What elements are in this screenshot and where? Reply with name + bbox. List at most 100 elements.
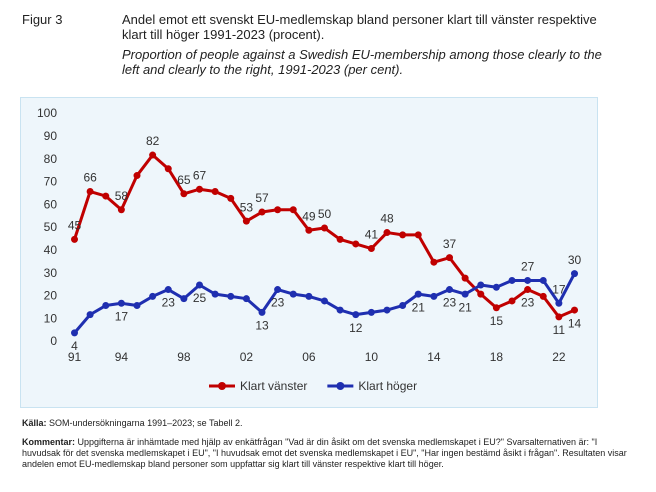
point <box>414 290 422 298</box>
point <box>242 217 250 225</box>
point <box>71 329 78 337</box>
data-label: 58 <box>115 189 129 203</box>
data-label: 53 <box>240 200 254 214</box>
data-label: 37 <box>443 237 457 251</box>
point <box>399 231 407 239</box>
point <box>196 281 203 289</box>
data-label: 4 <box>71 339 78 353</box>
data-label: 15 <box>490 314 504 328</box>
point <box>274 286 282 294</box>
source: Källa: SOM-undersökningarna 1991–2023; s… <box>22 418 243 428</box>
point <box>86 188 94 196</box>
data-label: 21 <box>412 300 426 314</box>
title: Andel emot ett svenskt EU-medlemskap bla… <box>122 12 597 42</box>
point <box>383 306 391 314</box>
point <box>102 192 110 200</box>
y-tick-label: 80 <box>44 152 58 166</box>
x-tick-label: 18 <box>490 350 504 364</box>
x-tick-label: 98 <box>177 350 191 364</box>
point <box>164 165 172 173</box>
point <box>102 302 110 310</box>
point <box>508 297 516 305</box>
y-tick-label: 60 <box>44 197 58 211</box>
legend-label: Klart vänster <box>240 379 307 393</box>
point <box>383 229 391 237</box>
point <box>274 206 282 214</box>
point <box>71 235 78 243</box>
line <box>73 153 576 319</box>
point <box>117 206 125 214</box>
point <box>227 194 235 202</box>
point <box>524 276 532 284</box>
point <box>492 283 500 291</box>
comment: Kommentar: Uppgifterna är inhämtade med … <box>22 437 634 470</box>
point <box>446 254 453 262</box>
data-label: 17 <box>552 282 566 296</box>
y-tick-label: 40 <box>44 243 58 257</box>
data-label: 30 <box>568 253 582 267</box>
data-label: 17 <box>115 309 129 323</box>
data-label: 50 <box>318 207 332 221</box>
data-label: 23 <box>271 296 285 310</box>
point <box>399 302 407 310</box>
point <box>492 304 500 312</box>
y-tick-label: 0 <box>50 334 57 348</box>
data-label: 12 <box>349 321 363 335</box>
y-tick-label: 50 <box>44 220 58 234</box>
point <box>508 276 516 284</box>
point <box>336 235 344 243</box>
data-label: 67 <box>193 168 207 182</box>
data-label: 23 <box>443 296 457 310</box>
x-tick-label: 94 <box>115 350 129 364</box>
y-tick-label: 100 <box>37 106 57 120</box>
point <box>352 311 360 319</box>
point <box>86 311 94 319</box>
point <box>289 290 297 298</box>
point <box>461 274 469 282</box>
x-tick-label: 02 <box>240 350 254 364</box>
point <box>352 240 360 248</box>
point <box>305 292 313 300</box>
point <box>555 313 563 321</box>
point <box>117 299 125 307</box>
chart-panel: 0 10 20 30 40 50 60 70 80 90 100 91 94 98 02 06 10 14 18 22… <box>20 97 598 408</box>
point <box>211 188 219 196</box>
point <box>258 308 266 316</box>
legend-label: Klart höger <box>358 379 417 393</box>
data-label: 23 <box>521 296 535 310</box>
point <box>149 151 157 159</box>
subtitle: Proportion of people against a Swedish E… <box>122 47 602 77</box>
data-label: 49 <box>302 209 316 223</box>
point <box>571 306 578 314</box>
data-label: 48 <box>380 212 394 226</box>
data-label: 11 <box>553 323 566 337</box>
point <box>133 172 141 180</box>
y-tick-label: 30 <box>44 266 58 280</box>
point <box>571 270 578 278</box>
point <box>180 295 188 303</box>
point <box>149 292 157 300</box>
legend-marker <box>336 382 345 390</box>
point <box>305 226 313 234</box>
legend-marker <box>218 382 226 390</box>
point <box>196 185 203 193</box>
x-tick-label: 14 <box>427 350 441 364</box>
y-tick-label: 90 <box>44 129 58 143</box>
point <box>539 292 547 300</box>
x-tick-label: 22 <box>552 350 566 364</box>
data-label: 13 <box>255 319 269 333</box>
point <box>477 290 485 298</box>
data-label: 66 <box>83 171 97 185</box>
point <box>477 281 485 289</box>
data-label: 82 <box>146 134 160 148</box>
comment-label: Kommentar: <box>22 437 76 447</box>
x-tick-label: 06 <box>302 350 316 364</box>
point <box>367 245 375 253</box>
data-label: 57 <box>255 191 269 205</box>
point <box>414 231 422 239</box>
point <box>164 286 172 294</box>
data-label: 65 <box>177 173 191 187</box>
y-tick-label: 70 <box>44 175 58 189</box>
source-label: Källa: <box>22 418 47 428</box>
